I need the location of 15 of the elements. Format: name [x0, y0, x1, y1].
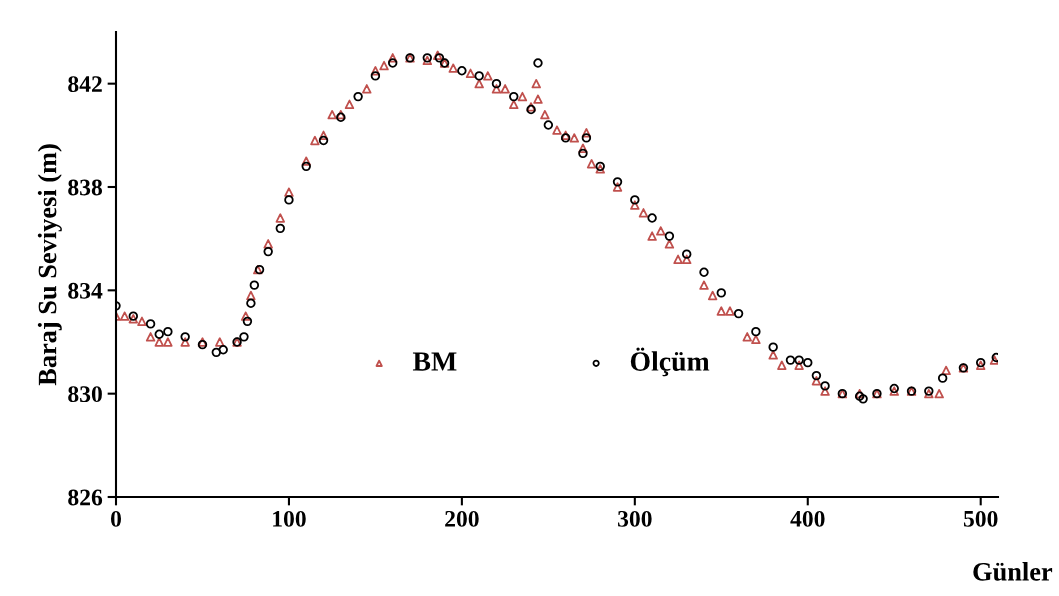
x-tick-label: 100 [273, 510, 306, 527]
x-tick-label: 200 [445, 510, 479, 527]
x-axis-title: Günler [973, 562, 1053, 581]
y-tick-label: 826 [68, 489, 103, 506]
x-tick-label: 300 [618, 510, 652, 527]
legend-label: Ölçüm [630, 347, 710, 377]
y-tick-label: 830 [68, 386, 102, 403]
y-axis-title: Baraj Su Seviyesi (m) [37, 144, 62, 386]
x-tick-label: 0 [111, 510, 121, 527]
x-tick-label: 500 [963, 510, 998, 527]
legend-label: BM [412, 352, 457, 371]
x-tick-label: 400 [790, 510, 825, 527]
y-tick-label: 834 [68, 282, 103, 299]
y-tick-label: 838 [68, 179, 103, 196]
y-tick-label: 842 [68, 76, 102, 93]
